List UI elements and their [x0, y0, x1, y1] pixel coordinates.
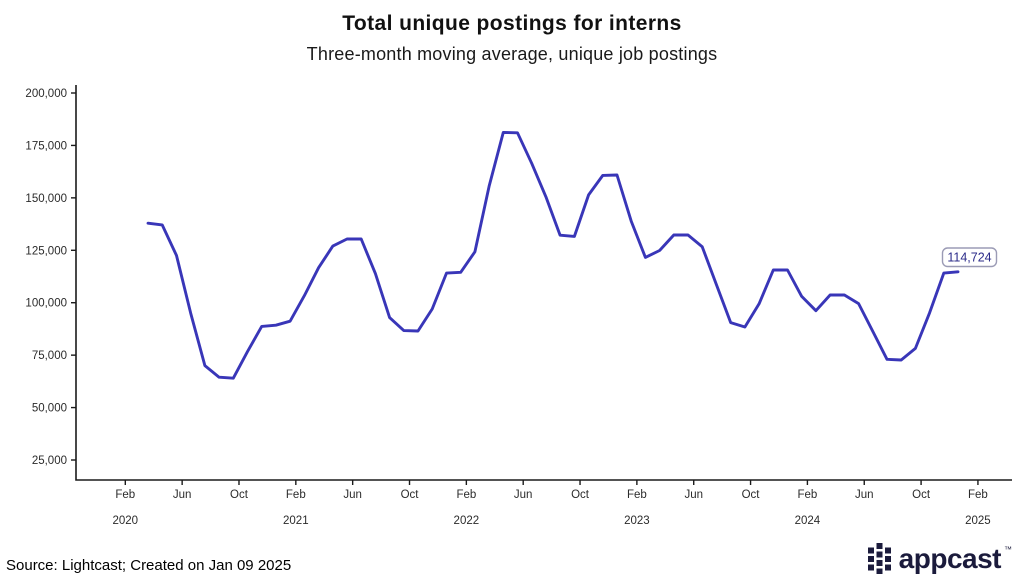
y-tick-label: 150,000 [25, 193, 67, 205]
logo-grid-icon [867, 543, 891, 574]
x-tick-label: Feb [456, 489, 476, 501]
x-tick-label: Feb [115, 489, 135, 501]
x-tick-label: Oct [571, 489, 590, 501]
x-tick-label: Jun [855, 489, 874, 501]
logo-trademark: ™ [1004, 545, 1012, 554]
logo-wordmark: appcast [898, 542, 1002, 574]
y-tick-label: 50,000 [32, 403, 67, 415]
x-tick-label: Oct [912, 489, 931, 501]
y-tick-label: 25,000 [32, 455, 67, 467]
x-tick-label: Oct [230, 489, 249, 501]
appcast-logo: appcast ™ [867, 542, 1012, 574]
series-line [146, 130, 960, 380]
x-tick-label: Feb [797, 489, 817, 501]
y-tick-label: 200,000 [25, 88, 67, 100]
y-tick-label: 75,000 [32, 350, 67, 362]
x-tick-label: Oct [742, 489, 761, 501]
year-label: 2025 [965, 515, 991, 527]
x-tick-label: Jun [514, 489, 533, 501]
year-label: 2023 [624, 515, 650, 527]
source-caption: Source: Lightcast; Created on Jan 09 202… [6, 557, 292, 574]
x-tick-label: Jun [343, 489, 362, 501]
year-label: 2021 [283, 515, 309, 527]
annotation-label: 114,724 [947, 251, 991, 265]
chart-subtitle: Three-month moving average, unique job p… [306, 44, 718, 64]
year-label: 2020 [113, 515, 139, 527]
y-tick-label: 175,000 [25, 140, 67, 152]
x-tick-label: Feb [627, 489, 647, 501]
x-tick-label: Feb [968, 489, 988, 501]
year-label: 2022 [454, 515, 480, 527]
chart-title: Total unique postings for interns [342, 12, 682, 35]
axes [75, 85, 1012, 481]
year-label: 2024 [795, 515, 821, 527]
annotation-box [941, 247, 998, 268]
x-tick-label: Feb [286, 489, 306, 501]
x-tick-label: Oct [401, 489, 420, 501]
x-tick-label: Jun [173, 489, 192, 501]
y-tick-label: 100,000 [25, 298, 67, 310]
y-tick-label: 125,000 [25, 245, 67, 257]
x-tick-label: Jun [684, 489, 703, 501]
